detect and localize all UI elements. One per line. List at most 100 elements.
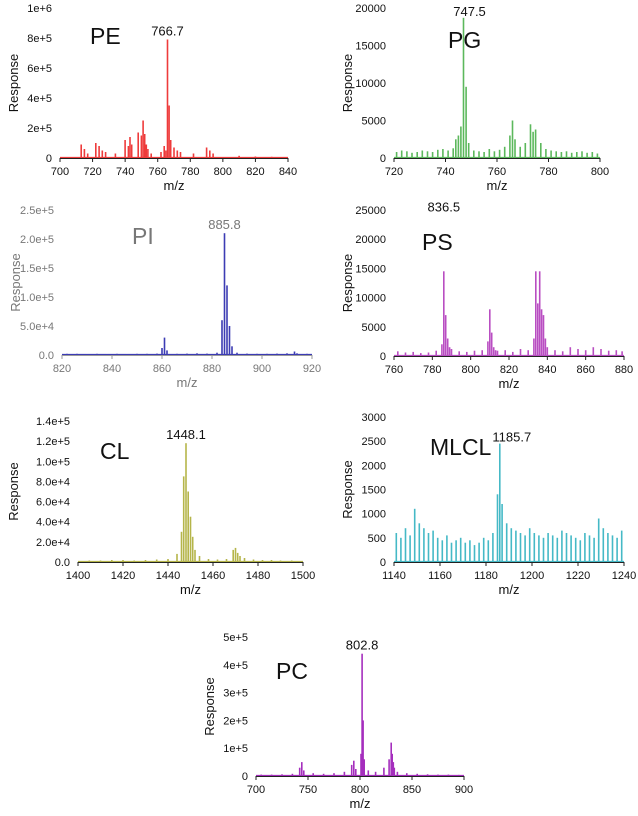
spectrum-bar xyxy=(487,540,490,563)
x-tick-label: 1140 xyxy=(382,570,406,582)
spectrum-bar xyxy=(544,338,547,356)
spectrum-bar xyxy=(169,140,172,158)
x-tick-label: 700 xyxy=(247,784,265,796)
spectrum-bar xyxy=(607,533,609,562)
spectrum-bar xyxy=(198,556,201,562)
y-tick-label: 5.0e+4 xyxy=(20,321,54,333)
spectrum-bar xyxy=(421,150,424,158)
x-tick-label: 760 xyxy=(488,166,506,178)
spectrum-bar xyxy=(620,530,623,562)
spectrum-bar xyxy=(166,350,168,355)
spectrum-bar xyxy=(505,523,508,562)
spectrum-bar xyxy=(161,348,163,355)
y-tick-label: 2e+5 xyxy=(223,715,248,727)
spectrum-bar xyxy=(565,533,568,562)
spectrum-bar xyxy=(137,132,139,158)
x-tick-label: 720 xyxy=(385,166,403,178)
y-tick-label: 5e+5 xyxy=(223,632,248,644)
spectrum-bar xyxy=(576,152,578,158)
x-tick-label: 880 xyxy=(203,363,221,375)
spectrum-bar xyxy=(611,535,614,562)
spectrum-bar xyxy=(396,771,399,776)
spectrum-bar xyxy=(395,152,398,158)
spectrum-bar xyxy=(416,152,418,158)
spectrum-bar xyxy=(600,349,602,356)
x-tick-label: 760 xyxy=(149,166,167,178)
y-tick-label: 0 xyxy=(380,557,386,569)
x-tick-label: 1240 xyxy=(612,570,636,582)
y-tick-label: 3000 xyxy=(362,412,386,424)
spectrum-bar xyxy=(142,120,144,158)
spectrum-bar xyxy=(492,347,495,356)
spectrum-bar xyxy=(95,143,97,158)
spectrum-bar xyxy=(353,760,355,776)
peak-annotation: 836.5 xyxy=(428,199,461,214)
y-axis-label: Response xyxy=(6,54,21,113)
y-tick-label: 1500 xyxy=(362,485,386,497)
spectrum-bar xyxy=(446,338,449,356)
spectrum-bar xyxy=(395,533,398,562)
spectrum-bar xyxy=(533,533,536,562)
spectrum-bar xyxy=(232,549,234,562)
spectrum-bar xyxy=(182,476,185,562)
spectrum-bar xyxy=(511,120,514,158)
spectrum-bar xyxy=(404,352,407,356)
spectrum-bar xyxy=(168,105,170,158)
x-axis-label: m/z xyxy=(487,178,508,193)
spectrum-bar xyxy=(390,742,392,776)
lipid-class-label: MLCL xyxy=(430,434,492,460)
spectrum-bar xyxy=(234,547,237,562)
y-tick-label: 2e+5 xyxy=(27,123,52,135)
spectrum-bar xyxy=(442,149,444,158)
spectrum-bar xyxy=(173,147,175,158)
x-tick-label: 1460 xyxy=(201,570,225,582)
spectrum-bar xyxy=(534,129,537,158)
x-tick-label: 860 xyxy=(576,364,594,376)
spectrum-bar xyxy=(498,149,501,159)
spectrum-bar xyxy=(514,139,516,159)
x-axis-label: m/z xyxy=(499,376,520,391)
spectrum-bar xyxy=(392,762,395,776)
spectrum-bar xyxy=(205,147,208,158)
spectrum-bar xyxy=(166,39,169,158)
y-tick-label: 1.5e+5 xyxy=(20,263,54,275)
spectrum-bar xyxy=(455,540,457,563)
x-axis-label: m/z xyxy=(180,582,201,597)
spectrum-bar xyxy=(467,143,470,158)
chart-panel-cl: 1400 1420 1440 1460 1480 1500 0.0 2.0e+4 4.0e+4 6… xyxy=(6,416,315,597)
spectrum-bar xyxy=(607,350,610,356)
spectrum-bar xyxy=(473,350,476,356)
spectrum-bar xyxy=(540,309,543,356)
y-axis-label: Response xyxy=(202,677,217,736)
spectrum-bar xyxy=(231,346,233,355)
spectrum-bar xyxy=(459,537,462,562)
x-tick-label: 800 xyxy=(461,364,479,376)
spectrum-bar xyxy=(602,528,605,562)
y-tick-label: 1.4e+5 xyxy=(36,416,70,428)
spectrum-bar xyxy=(207,559,210,562)
lipid-class-label: PG xyxy=(448,27,481,53)
spectrum-bar xyxy=(542,537,545,562)
spectrum-bar xyxy=(524,535,526,562)
x-tick-label: 840 xyxy=(103,363,121,375)
spectrum-bar xyxy=(621,351,623,356)
spectrum-bar xyxy=(501,504,503,562)
spectrum-bar xyxy=(239,556,241,562)
spectrum-bar xyxy=(616,537,618,562)
spectrum-bar xyxy=(431,152,434,158)
spectrum-bar xyxy=(574,537,577,562)
spectrum-bar xyxy=(462,17,465,159)
spectrum-bar xyxy=(360,753,362,776)
chart-panel-ps: 760 780 800 820 840 860 880 0 5000 10000 15000 2000… xyxy=(340,199,633,391)
spectrum-bar xyxy=(147,149,149,158)
spectrum-bar xyxy=(155,559,158,562)
spectrum-bar xyxy=(469,540,471,563)
spectrum-bar xyxy=(441,540,444,563)
peak-annotation: 802.8 xyxy=(346,638,379,653)
spectrum-bar xyxy=(436,537,439,562)
y-tick-label: 8e+5 xyxy=(27,33,52,45)
spectrum-bar xyxy=(524,143,527,158)
spectrum-bar xyxy=(418,523,421,562)
spectrum-bar xyxy=(432,530,434,562)
spectrum-bar xyxy=(547,533,549,562)
